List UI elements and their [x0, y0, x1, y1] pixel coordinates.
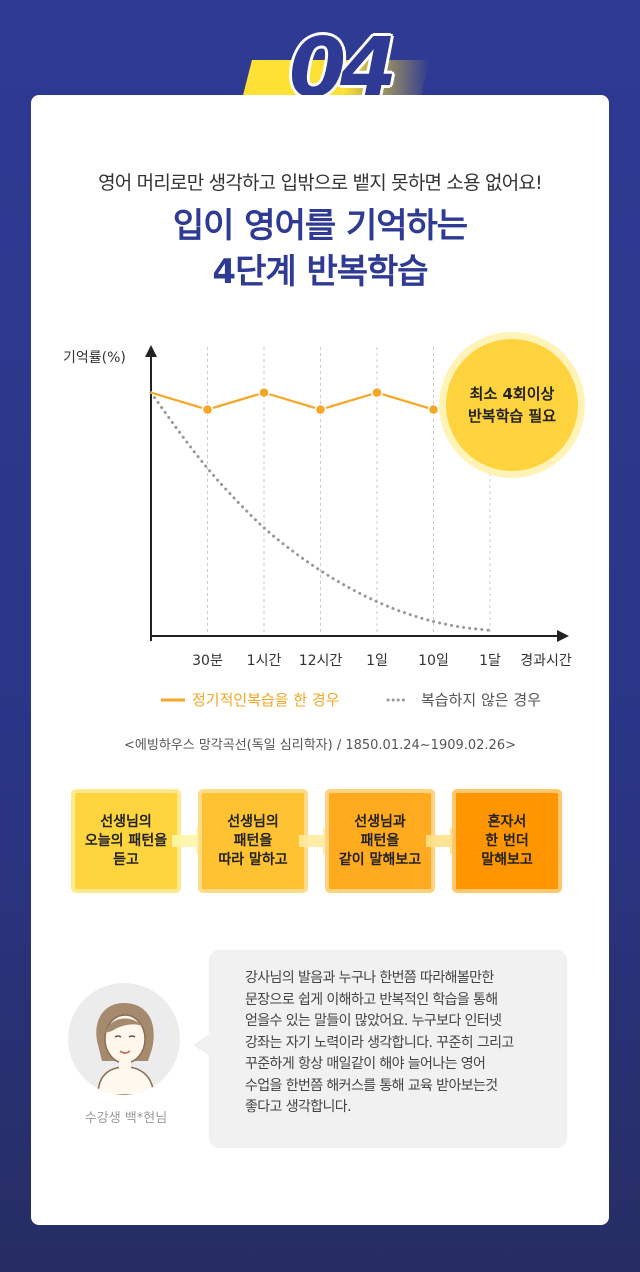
review-markers — [201, 386, 440, 416]
speech-bubble-tail — [193, 1033, 211, 1057]
step-4-line-2: 한 번더 — [485, 832, 529, 849]
step-1-line-1: 선생님의 — [100, 813, 152, 830]
reviewer-name: 수강생 백*현님 — [84, 1111, 168, 1126]
data-point — [258, 386, 270, 399]
step-card-4: 혼자서 한 번더 말해보고 — [452, 789, 562, 893]
review-quote: 강사님의 발음과 누구나 한번쯤 따라해볼만한 문장으로 쉽게 이해하고 반복적… — [209, 950, 567, 1148]
step-2-line-1: 선생님의 — [227, 813, 279, 830]
quote-line: 강사님의 발음과 누구나 한번쯤 따라해볼만한 — [245, 970, 494, 986]
forgetting-curve-chart: 기억률(%) 30분 1시간 12시간 1일 10일 1달 경과시간 정기적인복습을 한 … — [63, 345, 572, 753]
step-card-1: 선생님의 오늘의 패턴을 듣고 — [71, 789, 181, 893]
x-tick-label: 10일 — [418, 653, 449, 669]
x-tick-label: 1시간 — [247, 653, 282, 669]
x-tick-label: 1달 — [479, 653, 501, 669]
legend-label-solid: 정기적인복습을 한 경우 — [192, 691, 340, 709]
x-tick-label: 1일 — [366, 653, 388, 669]
callout-line-1: 최소 4회이상 — [469, 385, 555, 403]
student-avatar-icon — [96, 1003, 155, 1095]
legend-label-dotted: 복습하지 않은 경우 — [421, 691, 541, 709]
callout-line-2: 반복학습 필요 — [467, 407, 557, 425]
x-tick-labels: 30분 1시간 12시간 1일 10일 1달 — [192, 653, 501, 669]
avatar — [68, 983, 180, 1095]
chart-source-caption: <에빙하우스 망각곡선(독일 심리학자) / 1850.01.24~1909.0… — [124, 738, 516, 753]
data-point — [314, 403, 327, 416]
x-tick-label: 12시간 — [299, 653, 343, 669]
content-card: 영어 머리로만 생각하고 입밖으로 뱉지 못하면 소용 없어요! 입이 영어를 … — [31, 95, 609, 1225]
x-axis-label: 경과시간 — [520, 653, 572, 669]
step-3-line-3: 같이 말해보고 — [338, 851, 422, 868]
data-point — [371, 386, 383, 399]
data-point — [427, 403, 440, 416]
title-line-1: 입이 영어를 기억하는 — [172, 206, 468, 246]
step-3-line-1: 선생님과 — [354, 813, 406, 830]
step-3-line-2: 패턴을 — [360, 832, 400, 849]
step-card-3: 선생님과 패턴을 같이 말해보고 — [325, 789, 435, 893]
step-2-line-3: 따라 말하고 — [218, 851, 288, 868]
callout-bubble: 최소 4회이상 반복학습 필요 — [446, 339, 578, 471]
quote-line: 강좌는 자기 노력이라 생각합니다. 꾸준히 그리고 — [245, 1034, 514, 1051]
step-1-line-3: 듣고 — [113, 851, 139, 868]
quote-line: 수업을 한번쯤 해커스를 통해 교육 받아보는것 — [245, 1077, 498, 1094]
header-subtitle: 영어 머리로만 생각하고 입밖으로 뱉지 못하면 소용 없어요! — [98, 172, 543, 194]
quote-line: 얻을수 있는 말들이 많았어요. 누구보다 인터넷 — [245, 1013, 502, 1029]
header-title: 입이 영어를 기억하는 4단계 반복학습 — [31, 203, 609, 295]
quote-line: 문장으로 쉽게 이해하고 반복적인 학습을 통해 — [245, 991, 498, 1008]
quote-line: 꾸준하게 항상 매일같이 해야 늘어나는 영어 — [245, 1056, 486, 1072]
title-line-2: 4단계 반복학습 — [212, 252, 428, 292]
step-1-line-2: 오늘의 패턴을 — [84, 832, 168, 849]
chart-legend: 정기적인복습을 한 경우 복습하지 않은 경우 — [161, 691, 541, 709]
step-4-line-3: 말해보고 — [481, 851, 533, 868]
y-axis-label: 기억률(%) — [63, 350, 126, 366]
x-axis-arrow — [557, 630, 569, 642]
x-tick-label: 30분 — [192, 653, 223, 669]
no-review-series-line — [149, 391, 492, 632]
step-card-2: 선생님의 패턴을 따라 말하고 — [198, 789, 308, 893]
step-4-line-1: 혼자서 — [487, 813, 527, 830]
step-2-line-2: 패턴을 — [233, 832, 273, 849]
y-axis-arrow — [145, 345, 157, 357]
learning-steps: 선생님의 오늘의 패턴을 듣고 선생님의 패턴을 따라 말하고 선생님과 패턴을… — [71, 789, 571, 901]
quote-line: 좋다고 생각합니다. — [245, 1099, 352, 1115]
data-point — [201, 403, 214, 416]
